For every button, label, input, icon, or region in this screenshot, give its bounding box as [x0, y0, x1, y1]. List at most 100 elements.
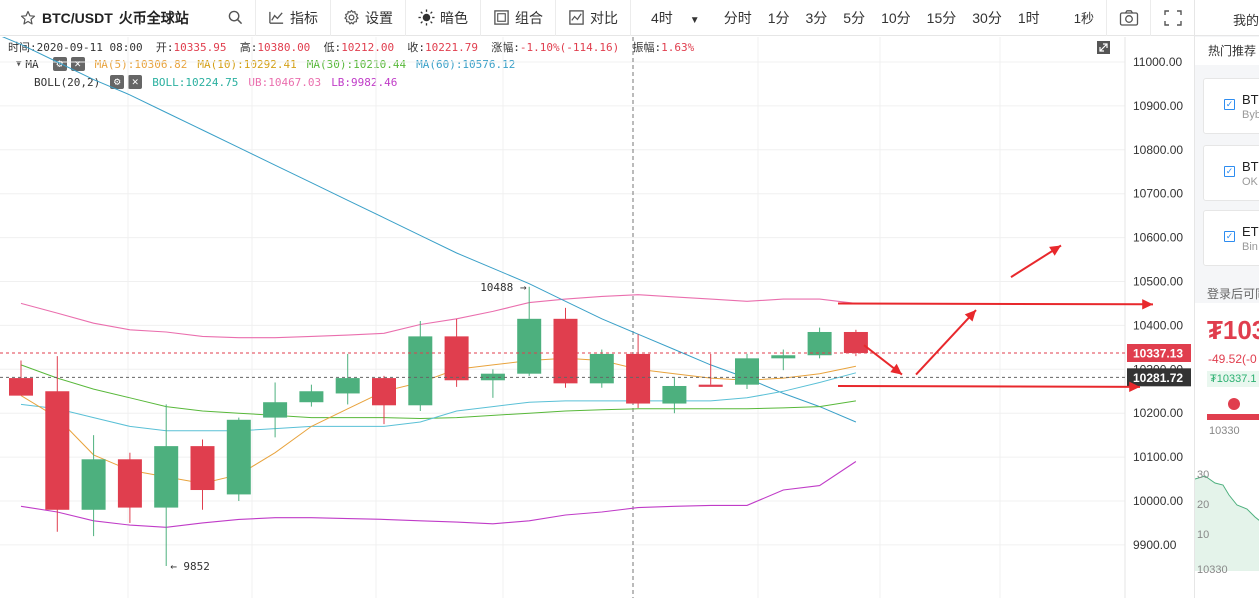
boll-close-icon[interactable]: ✕	[128, 75, 143, 89]
expand-icon[interactable]	[1097, 41, 1110, 54]
period-tab-5m[interactable]: 5分	[843, 9, 866, 26]
sun-icon	[418, 9, 435, 26]
compare-button[interactable]: 对比	[556, 0, 631, 36]
mini-bottom-label: 10330	[1197, 564, 1228, 576]
sidebar-mine-tab[interactable]: 我的	[1195, 0, 1259, 36]
candle-body	[735, 358, 759, 385]
y-tick-label: 10900.00	[1133, 99, 1183, 113]
y-tick-label: 10800.00	[1133, 143, 1183, 157]
period-tab-3m[interactable]: 3分	[805, 9, 828, 26]
period-tab-4h[interactable]: 4时 ▼	[635, 8, 716, 28]
amplitude-value: 1.63%	[661, 41, 695, 54]
change-value: -1.10%(-114.16)	[519, 41, 620, 54]
mini-chart	[1195, 475, 1259, 571]
candle-body	[190, 446, 215, 491]
candle-body	[372, 378, 396, 406]
candle-body	[626, 353, 651, 404]
checkbox-icon[interactable]: ✓	[1224, 99, 1235, 110]
candle-info-bar: 时间:2020-09-11 08:00 开:10335.95 高:10380.0…	[8, 39, 694, 55]
hot-card-exchange: OK	[1242, 176, 1258, 188]
ma-close-icon[interactable]: ✕	[70, 57, 85, 71]
fullscreen-icon	[1163, 9, 1182, 26]
boll-mid-value: BOLL:10224.75	[152, 75, 239, 89]
candle-body	[517, 318, 542, 374]
indicator-button[interactable]: 指标	[256, 0, 331, 36]
hot-card-symbol: ETH	[1242, 224, 1259, 239]
refresh-interval[interactable]: 1秒	[1073, 11, 1094, 26]
y-axis: 9900.0010000.0010100.0010200.0010300.001…	[1133, 55, 1183, 552]
indicator-icon	[269, 11, 284, 24]
pair-selector[interactable]: BTC/USDT 火币全球站	[0, 0, 256, 36]
boll-ub-value: UB:10467.03	[248, 75, 322, 89]
hot-card-exchange: Byb	[1242, 109, 1259, 121]
fullscreen-button[interactable]	[1150, 0, 1194, 36]
layout-button[interactable]: 组合	[481, 0, 556, 36]
annotation-arrow	[837, 384, 1141, 388]
low-marker-label: ← 9852	[170, 560, 210, 573]
low-value: 10212.00	[341, 41, 395, 54]
high-label: 高:	[239, 41, 258, 54]
boll-lb-value: LB:9982.46	[331, 75, 398, 89]
period-tabs: 4时 ▼ 分时 1分 3分 5分 10分 15分 30分 1时	[631, 0, 1048, 36]
ma5-value: MA(5):10306.82	[94, 57, 188, 71]
price-lines: 10337.13 10281.72	[0, 343, 1191, 387]
boll-upper-line	[20, 294, 856, 339]
arrow-head	[890, 363, 902, 375]
hot-card-2[interactable]: ✓ BTC OK	[1203, 145, 1259, 201]
annotation-arrow	[837, 302, 1154, 306]
candle-body	[335, 378, 360, 394]
period-tab-10m[interactable]: 10分	[881, 9, 911, 26]
price-tag	[1127, 368, 1191, 387]
right-sidebar: 我的 热门推荐 ✓ BTC Byb ✓ BTC OK ✓ ETH Bin 登录后…	[1194, 0, 1259, 598]
price-tag-label: 10337.13	[1133, 346, 1183, 360]
search-icon[interactable]	[228, 10, 243, 25]
boll-settings-icon[interactable]: ⚙	[110, 75, 125, 89]
hot-card-3[interactable]: ✓ ETH Bin	[1203, 210, 1259, 266]
chart-grid	[0, 37, 1125, 598]
dark-mode-button[interactable]: 暗色	[406, 0, 481, 36]
y-tick-label: 11000.00	[1133, 55, 1182, 69]
layout-label: 组合	[515, 9, 543, 26]
y-tick-label: 10500.00	[1133, 275, 1183, 289]
ma10-line	[20, 372, 857, 432]
candle-body	[771, 355, 796, 359]
high-value: 10380.00	[257, 41, 311, 54]
candle-body	[843, 331, 868, 354]
gear-icon	[344, 9, 359, 25]
low-label: 低:	[323, 41, 342, 54]
period-tab-1m[interactable]: 1分	[767, 9, 790, 26]
collapse-icon[interactable]: ▼	[16, 59, 22, 69]
star-icon[interactable]	[20, 10, 36, 26]
candle-body	[81, 459, 106, 510]
y-tick-label: 10200.00	[1133, 406, 1183, 420]
quote-change: -49.52(-0	[1208, 352, 1257, 366]
candle-body	[444, 336, 469, 381]
period-tab-1h[interactable]: 1时	[1017, 9, 1040, 26]
close-label: 收:	[407, 41, 426, 54]
y-tick-label: 10100.00	[1133, 450, 1183, 464]
checkbox-icon[interactable]: ✓	[1224, 231, 1235, 242]
candlestick-chart[interactable]: 9900.0010000.0010100.0010200.0010300.001…	[0, 37, 1194, 598]
hot-card-1[interactable]: ✓ BTC Byb	[1203, 78, 1259, 134]
candle-body	[117, 459, 142, 508]
login-hint[interactable]: 登录后可同	[1207, 287, 1259, 301]
settings-button[interactable]: 设置	[331, 0, 406, 36]
compare-label: 对比	[590, 9, 618, 26]
price-tag	[1127, 343, 1191, 362]
sidebar-hot-title: 热门推荐	[1195, 37, 1259, 65]
y-tick-label: 10000.00	[1133, 494, 1183, 508]
period-tab-30m[interactable]: 30分	[972, 9, 1002, 26]
period-tab-15m[interactable]: 15分	[926, 9, 957, 26]
y-tick-label: 10600.00	[1133, 231, 1183, 245]
checkbox-icon[interactable]: ✓	[1224, 166, 1235, 177]
period-tab-timeline[interactable]: 分时	[723, 9, 752, 26]
screenshot-button[interactable]	[1106, 0, 1150, 36]
boll-bands	[20, 294, 857, 528]
range-marker-icon	[1228, 398, 1240, 410]
ma30-line	[20, 364, 856, 420]
candle-body	[807, 331, 832, 356]
toolbar-right: 1秒	[1062, 0, 1194, 36]
quote-panel: ₮103 -49.52(-0 ₮10337.1 10330 30 20 10 1…	[1195, 303, 1259, 598]
range-low-label: 10330	[1209, 425, 1240, 437]
boll-indicator-row: BOLL(20,2) ⚙ ✕ BOLL:10224.75 UB:10467.03…	[34, 75, 397, 89]
